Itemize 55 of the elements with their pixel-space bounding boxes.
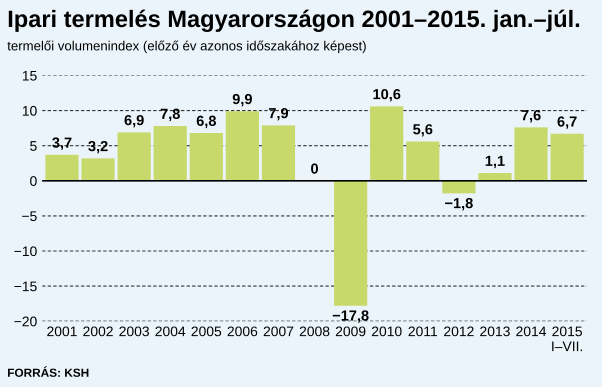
x-tick-label: 2004 (155, 326, 186, 336)
bar (334, 180, 368, 306)
x-tick-label: 2006 (228, 326, 258, 336)
bar (81, 158, 115, 181)
x-tick-label: 2012 (444, 326, 474, 336)
x-tick-label: 2002 (83, 326, 113, 336)
x-tick-label: 2008 (300, 326, 330, 336)
data-label: 9,9 (232, 94, 252, 106)
data-label: 7,8 (160, 108, 180, 122)
y-tick-label: 10 (22, 106, 37, 116)
x-tick-label: 2015 I–VII. (552, 326, 582, 352)
bar (550, 134, 584, 181)
bar (514, 127, 548, 181)
data-label: 0 (311, 163, 318, 174)
data-label: 6,9 (124, 114, 144, 128)
x-tick-label: 2001 (47, 326, 77, 336)
x-tick-label: 2003 (119, 326, 149, 336)
bar (370, 106, 404, 181)
x-tick-label: 2007 (264, 326, 294, 336)
bar (478, 173, 512, 181)
bar (406, 141, 440, 181)
x-tick-label: 2013 (480, 326, 510, 336)
chart-subtitle: termelői volumenindex (előző év azonos időszakához képest) (7, 40, 366, 54)
data-label: 3,7 (52, 137, 72, 150)
data-label: 7,6 (522, 110, 541, 122)
data-label: 7,9 (268, 108, 288, 120)
y-tick-label: −20 (14, 316, 37, 326)
data-label: 6,7 (558, 116, 577, 129)
bar (154, 126, 187, 181)
bar (45, 154, 79, 181)
x-tick-label: 2010 (372, 326, 402, 336)
y-tick-label: 15 (22, 70, 37, 81)
x-tick-label: 2009 (336, 326, 366, 336)
bar (190, 133, 223, 181)
y-tick-label: −5 (22, 211, 37, 222)
data-label: −1,8 (445, 198, 473, 210)
x-tick-label: 2014 (516, 326, 546, 336)
bar (262, 125, 296, 181)
data-label: −17,8 (332, 310, 369, 323)
data-label: 3,2 (88, 140, 108, 154)
y-tick-label: 5 (30, 141, 37, 151)
data-label: 5,6 (413, 124, 432, 137)
bar (442, 180, 476, 194)
data-label: 6,8 (196, 116, 216, 128)
y-tick-label: 0 (30, 176, 37, 186)
text: FORRÁS: KSH (8, 366, 88, 377)
data-label: 1,1 (486, 156, 505, 168)
bar (118, 132, 151, 181)
data-label: 10,6 (373, 88, 400, 102)
x-tick-label: 2011 (408, 326, 438, 336)
y-tick-label: −10 (14, 246, 37, 256)
chart-title: Ipari termelés Magyarországon 2001–2015. jan.–júl. (8, 10, 580, 32)
x-tick-label: 2005 (192, 326, 222, 336)
y-tick-label: −15 (14, 282, 37, 292)
bar (226, 111, 259, 181)
